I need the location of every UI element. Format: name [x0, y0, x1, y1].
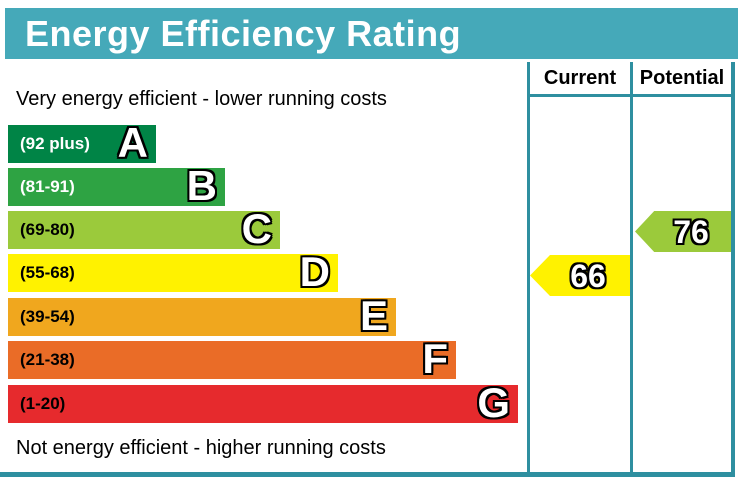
band-d-letter: D — [299, 248, 330, 296]
band-f-range: (21-38) — [20, 350, 75, 369]
table-border-right — [731, 62, 735, 477]
top-note: Very energy efficient - lower running co… — [16, 88, 387, 110]
page-title: Energy Efficiency Rating — [25, 12, 462, 54]
band-c-letter: C — [241, 205, 272, 253]
band-a-letter: A — [117, 119, 148, 167]
table-header-underline — [527, 94, 735, 97]
current-rating-arrow: 66 — [530, 255, 630, 296]
band-g: (1-20) G — [8, 379, 518, 427]
current-rating-value: 66 — [570, 257, 606, 294]
potential-rating-value: 76 — [673, 213, 709, 250]
band-b-range: (81-91) — [20, 177, 75, 196]
band-g-letter: G — [477, 379, 510, 427]
band-f: (21-38) F — [8, 335, 456, 383]
band-a-range: (92 plus) — [20, 134, 90, 153]
band-b-letter: B — [186, 162, 217, 210]
band-e-range: (39-54) — [20, 307, 75, 326]
band-c-range: (69-80) — [20, 220, 75, 239]
band-f-letter: F — [422, 335, 448, 383]
current-column-header: Current — [543, 67, 617, 89]
table-divider-left — [527, 62, 530, 472]
potential-column-header: Potential — [639, 67, 725, 89]
title-bar: Energy Efficiency Rating — [5, 8, 738, 59]
band-c: (69-80) C — [8, 205, 280, 253]
band-e-letter: E — [359, 292, 388, 340]
table-divider-middle — [630, 62, 633, 472]
band-d: (55-68) D — [8, 248, 338, 296]
potential-rating-arrow: 76 — [635, 211, 731, 252]
band-a: (92 plus) A — [8, 119, 156, 167]
band-d-range: (55-68) — [20, 263, 75, 282]
band-e: (39-54) E — [8, 292, 396, 340]
band-b: (81-91) B — [8, 162, 225, 210]
bottom-note: Not energy efficient - higher running co… — [16, 437, 386, 459]
chart-bottom-border — [0, 472, 735, 477]
band-g-range: (1-20) — [20, 394, 66, 413]
